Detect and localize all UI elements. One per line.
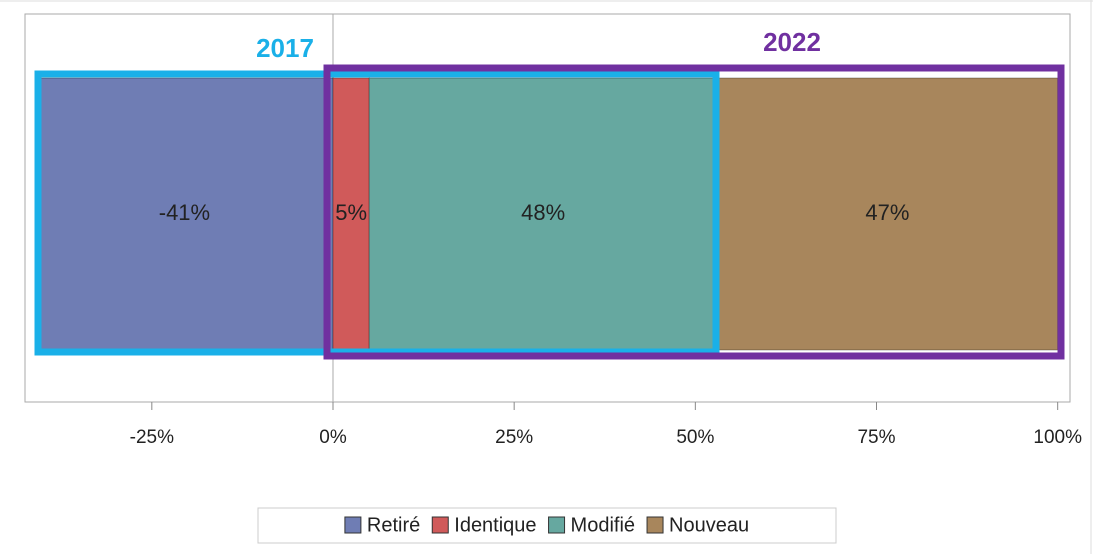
annotation: 2022 bbox=[763, 27, 821, 57]
plot-frame bbox=[24, 13, 1071, 403]
x-tick-label: 50% bbox=[676, 427, 714, 448]
x-tick-label: -25% bbox=[130, 427, 174, 448]
annotation: 2017 bbox=[256, 33, 314, 63]
bar bbox=[332, 77, 370, 351]
bar bbox=[716, 77, 1059, 351]
legend-swatch bbox=[646, 516, 664, 534]
legend: Retiré Identique Modifié Nouveau bbox=[344, 514, 749, 536]
annotation-box bbox=[323, 64, 1065, 360]
bar bbox=[368, 77, 718, 351]
annotation-box bbox=[34, 70, 720, 356]
bar bbox=[35, 77, 334, 351]
value-label: 5% bbox=[335, 200, 367, 225]
value-label: 48% bbox=[521, 200, 565, 225]
x-tick-label: 75% bbox=[857, 427, 895, 448]
x-tick-label: 25% bbox=[495, 427, 533, 448]
x-tick-label: 100% bbox=[1033, 427, 1082, 448]
legend-label: Nouveau bbox=[669, 514, 749, 536]
bars: -41% 5% 48% 47% bbox=[35, 14, 1059, 402]
x-tick-label: 0% bbox=[319, 427, 347, 448]
legend-label: Retiré bbox=[367, 514, 420, 536]
legend-label: Identique bbox=[454, 514, 536, 536]
legend-swatch bbox=[548, 516, 566, 534]
value-label: -41% bbox=[159, 200, 210, 225]
value-label: 47% bbox=[865, 200, 909, 225]
legend-label: Modifié bbox=[571, 514, 635, 536]
legend-swatch bbox=[431, 516, 449, 534]
legend-swatch bbox=[344, 516, 362, 534]
